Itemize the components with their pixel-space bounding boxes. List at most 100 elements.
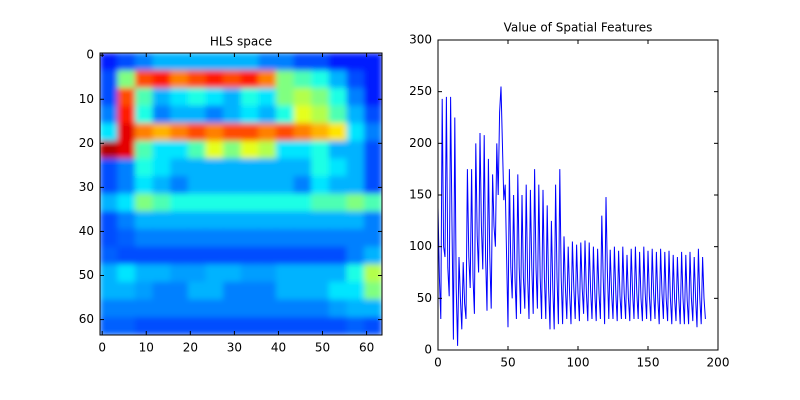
pixel (240, 228, 259, 248)
pixel (328, 158, 348, 177)
pixel (240, 246, 259, 265)
pixel (328, 317, 348, 335)
image (100, 53, 382, 335)
x-tick-label: 0 (98, 341, 106, 355)
x-tick-label: 0 (434, 356, 442, 370)
pixel (258, 87, 277, 107)
pixel (187, 246, 207, 265)
pixel (152, 246, 171, 265)
pixel (117, 264, 136, 283)
pixel (187, 299, 207, 318)
pixel (134, 87, 154, 107)
pixel (258, 53, 277, 71)
pixel (152, 105, 171, 124)
pixel (117, 299, 136, 318)
pixel (346, 317, 365, 335)
y-tick-label: 30 (79, 180, 94, 194)
pixel (240, 176, 259, 195)
pixel (152, 53, 171, 71)
pixel (346, 299, 365, 318)
pixel (275, 105, 295, 124)
pixel (170, 105, 189, 124)
pixel (328, 228, 348, 248)
pixel (187, 176, 207, 195)
pixel (117, 53, 136, 71)
pixel (152, 317, 171, 335)
pixel (258, 264, 277, 283)
axes-frame (99, 52, 383, 336)
pixel (293, 70, 312, 89)
pixel (205, 70, 224, 89)
pixel (240, 281, 259, 301)
y-tick-label: 0 (424, 343, 432, 357)
pixel (100, 281, 118, 301)
pixel (117, 123, 136, 142)
y-tick-label: 150 (409, 188, 432, 202)
pixel (117, 140, 136, 160)
pixel (223, 70, 242, 89)
pixel (293, 264, 312, 283)
pixel (134, 158, 154, 177)
pixel (258, 211, 277, 230)
pixel (275, 140, 295, 160)
x-tick-label: 50 (315, 341, 330, 355)
pixel (293, 87, 312, 107)
pixel (205, 246, 224, 265)
pixel (205, 53, 224, 71)
pixel (100, 176, 118, 195)
pixel (223, 176, 242, 195)
pixel (346, 246, 365, 265)
image-cells (100, 53, 382, 335)
pixel (100, 228, 118, 248)
pixel (187, 211, 207, 230)
pixel (364, 70, 382, 89)
pixel (364, 317, 382, 335)
y-tick-label: 20 (79, 136, 94, 150)
pixel (100, 70, 118, 89)
line (437, 86, 706, 346)
pixel (117, 193, 136, 212)
pixel (346, 193, 365, 212)
pixel (187, 70, 207, 89)
pixel (187, 140, 207, 160)
pixel (187, 53, 207, 71)
pixel (258, 281, 277, 301)
pixel (328, 105, 348, 124)
pixel (205, 158, 224, 177)
pixel (205, 176, 224, 195)
pixel (275, 87, 295, 107)
pixel (293, 105, 312, 124)
pixel (293, 158, 312, 177)
pixel (134, 53, 154, 71)
pixel (117, 105, 136, 124)
pixel (223, 158, 242, 177)
pixel (117, 211, 136, 230)
pixel (134, 70, 154, 89)
pixel (364, 211, 382, 230)
pixel (117, 317, 136, 335)
pixel (134, 193, 154, 212)
y-tick-label: 200 (409, 136, 432, 150)
y-tick-label: 300 (409, 33, 432, 47)
pixel (293, 176, 312, 195)
pixel (275, 193, 295, 212)
pixel (170, 317, 189, 335)
pixel (311, 87, 330, 107)
pixel (100, 105, 118, 124)
pixel (134, 299, 154, 318)
pixel (240, 317, 259, 335)
pixel (275, 53, 295, 71)
pixel (100, 317, 118, 335)
pixel (346, 228, 365, 248)
pixel (117, 87, 136, 107)
pixel (258, 105, 277, 124)
pixel (240, 299, 259, 318)
pixel (134, 246, 154, 265)
pixel (293, 228, 312, 248)
pixel (311, 193, 330, 212)
pixel (364, 140, 382, 160)
pixel (100, 158, 118, 177)
pixel (258, 176, 277, 195)
pixel (134, 105, 154, 124)
